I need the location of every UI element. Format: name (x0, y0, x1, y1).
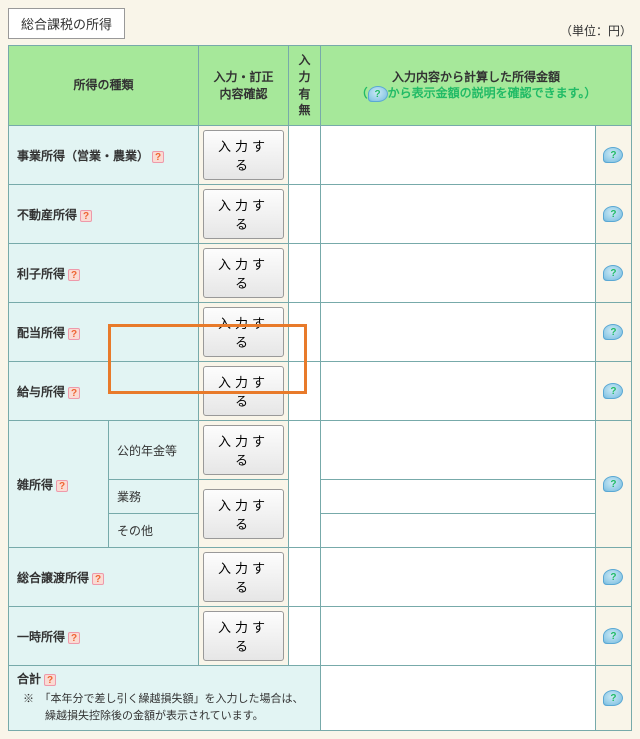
hint-icon[interactable]: ? (44, 674, 56, 686)
table-row: 一時所得? 入力する ? (9, 607, 632, 666)
hint-icon[interactable]: ? (68, 328, 80, 340)
help-icon: ? (368, 86, 388, 102)
input-button[interactable]: 入力する (203, 552, 284, 602)
table-row: 事業所得（営業・農業）? 入力する ? (9, 126, 632, 185)
hint-icon[interactable]: ? (152, 151, 164, 163)
help-icon[interactable]: ? (603, 265, 623, 281)
table-row: 総合譲渡所得? 入力する ? (9, 548, 632, 607)
input-button[interactable]: 入力する (203, 489, 284, 539)
table-row: 不動産所得? 入力する ? (9, 185, 632, 244)
help-icon[interactable]: ? (603, 206, 623, 222)
row-label: 一時所得 (17, 630, 65, 644)
help-icon[interactable]: ? (603, 147, 623, 163)
input-button[interactable]: 入力する (203, 307, 284, 357)
header-type: 所得の種類 (9, 46, 199, 126)
row-label: 給与所得 (17, 385, 65, 399)
input-button[interactable]: 入力する (203, 425, 284, 475)
input-button[interactable]: 入力する (203, 611, 284, 661)
table-row: 雑所得? 公的年金等 入力する ? (9, 421, 632, 480)
row-label: 不動産所得 (17, 208, 77, 222)
help-icon[interactable]: ? (603, 690, 623, 706)
row-label: 事業所得（営業・農業） (17, 149, 149, 163)
input-button[interactable]: 入力する (203, 130, 284, 180)
input-button[interactable]: 入力する (203, 189, 284, 239)
total-row: 合計? ※ 「本年分で差し引く繰越損失額」を入力した場合は、 繰越損失控除後の金… (9, 666, 632, 731)
page-title: 総合課税の所得 (8, 8, 125, 39)
table-row: 利子所得? 入力する ? (9, 244, 632, 303)
hint-icon[interactable]: ? (68, 387, 80, 399)
hint-icon[interactable]: ? (68, 632, 80, 644)
footnote: ※ 「本年分で差し引く繰越損失額」を入力した場合は、 繰越損失控除後の金額が表示… (17, 687, 312, 726)
income-table: 所得の種類 入力・訂正 内容確認 入力 有無 入力内容から計算した所得金額 （?… (8, 45, 632, 731)
header-amount: 入力内容から計算した所得金額 （?から表示金額の説明を確認できます。） (321, 46, 632, 126)
row-label: 利子所得 (17, 267, 65, 281)
total-label: 合計 (17, 672, 41, 686)
subrow-label: その他 (109, 514, 199, 548)
unit-label: （単位：円） (560, 22, 632, 39)
row-label: 雑所得 (17, 478, 53, 492)
help-icon[interactable]: ? (603, 476, 623, 492)
table-row: 配当所得? 入力する ? (9, 303, 632, 362)
help-icon[interactable]: ? (603, 569, 623, 585)
header-flag: 入力 有無 (289, 46, 321, 126)
subrow-label: 公的年金等 (109, 421, 199, 480)
table-row: 給与所得? 入力する ? (9, 362, 632, 421)
header-button: 入力・訂正 内容確認 (199, 46, 289, 126)
row-label: 総合譲渡所得 (17, 571, 89, 585)
row-label: 配当所得 (17, 326, 65, 340)
hint-icon[interactable]: ? (68, 269, 80, 281)
hint-icon[interactable]: ? (92, 573, 104, 585)
input-button[interactable]: 入力する (203, 366, 284, 416)
subrow-label: 業務 (117, 490, 141, 504)
help-icon[interactable]: ? (603, 628, 623, 644)
hint-icon[interactable]: ? (80, 210, 92, 222)
help-icon[interactable]: ? (603, 324, 623, 340)
input-button[interactable]: 入力する (203, 248, 284, 298)
help-icon[interactable]: ? (603, 383, 623, 399)
hint-icon[interactable]: ? (56, 480, 68, 492)
